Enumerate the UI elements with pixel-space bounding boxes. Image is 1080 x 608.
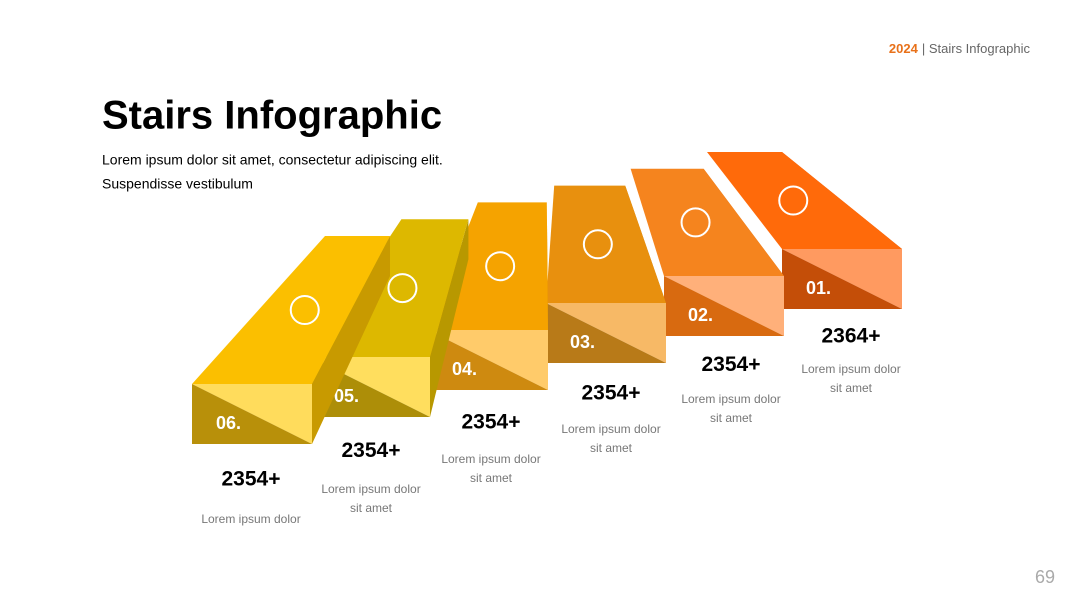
step-icon <box>680 207 711 238</box>
step-top <box>707 152 902 249</box>
title: Stairs Infographic <box>102 94 442 138</box>
step-description: Lorem ipsum dolor <box>201 512 300 526</box>
step-top <box>630 168 784 276</box>
step-description: sit amet <box>590 441 633 455</box>
step: 06. <box>192 236 390 444</box>
step: 01. <box>707 152 902 309</box>
step-value: 2364+ <box>822 325 881 348</box>
step-description: sit amet <box>710 411 753 425</box>
step-description: Lorem ipsum dolor <box>321 482 420 496</box>
step-number: 01. <box>806 278 831 298</box>
step: 02. <box>630 168 784 336</box>
step-value: 2354+ <box>702 353 761 376</box>
step-icon <box>289 295 320 325</box>
step-description: Lorem ipsum dolor <box>441 452 540 466</box>
step-front-dark <box>428 330 548 390</box>
subtitle-line: Suspendisse vestibulum <box>102 176 253 192</box>
header-year: 2024 <box>889 41 919 56</box>
step: 03. <box>546 185 666 363</box>
page-number: 69 <box>1035 567 1055 587</box>
step-description: sit amet <box>350 501 393 515</box>
step-value: 2354+ <box>462 410 521 433</box>
step-front-dark <box>192 384 312 444</box>
step-description: Lorem ipsum dolor <box>801 362 900 376</box>
step-icon <box>485 251 516 282</box>
stairs: 01. 02. 03. 04. 05. 06. 2354+ Lorem ipsum dolor… <box>192 152 902 526</box>
step-front-dark <box>782 249 902 309</box>
step-number: 04. <box>452 359 477 379</box>
step-number: 03. <box>570 332 595 352</box>
step-icon <box>778 185 809 216</box>
step-description: sit amet <box>470 471 513 485</box>
step-description: Lorem ipsum dolor <box>681 392 780 406</box>
step-icon <box>387 273 418 304</box>
step-front-dark <box>664 276 784 336</box>
step-front-dark <box>546 303 666 363</box>
step-description: Lorem ipsum dolor <box>561 422 660 436</box>
step-number: 02. <box>688 305 713 325</box>
step-top <box>546 185 666 303</box>
header: 2024 | Stairs Infographic <box>889 41 1031 56</box>
header-title: | Stairs Infographic <box>922 41 1031 56</box>
step-number: 06. <box>216 413 241 433</box>
step-value: 2354+ <box>342 439 401 462</box>
step-side <box>312 236 390 444</box>
step-value: 2354+ <box>582 382 641 405</box>
step-number: 05. <box>334 386 359 406</box>
step-description: sit amet <box>830 381 873 395</box>
step-icon <box>582 229 613 260</box>
step-value: 2354+ <box>222 468 281 491</box>
subtitle-line: Lorem ipsum dolor sit amet, consectetur … <box>102 152 443 168</box>
step-side <box>430 219 469 417</box>
